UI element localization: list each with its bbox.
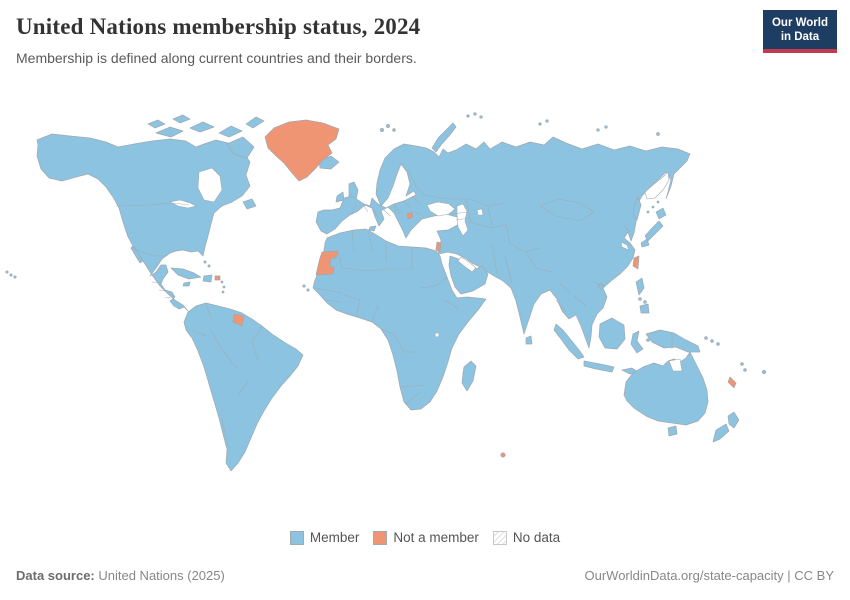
sea-aral (476, 208, 484, 216)
region-south-america[interactable] (183, 302, 304, 472)
region-new-zealand-south[interactable] (712, 423, 730, 443)
region-sri-lanka[interactable] (525, 335, 533, 345)
region-cuba[interactable] (170, 267, 202, 280)
legend-item-member[interactable]: Member (289, 530, 360, 545)
region-sulawesi[interactable] (630, 330, 644, 354)
region-novaya-zemlya[interactable] (431, 122, 457, 153)
region-north-america[interactable] (36, 133, 251, 312)
sea-hudson-bay (197, 167, 223, 203)
border-mongolia (539, 198, 595, 222)
sea-carpentaria (668, 358, 683, 372)
member-swatch-icon (289, 530, 304, 545)
sea-okhotsk (644, 171, 670, 200)
region-arctic-russian-islands[interactable] (466, 112, 660, 136)
page-subtitle: Membership is defined along current coun… (16, 50, 417, 66)
border-europe (351, 169, 425, 219)
region-borneo[interactable] (598, 317, 626, 350)
lake-victoria (434, 332, 440, 338)
region-java[interactable] (583, 360, 615, 373)
region-baffin-island[interactable] (226, 136, 255, 159)
region-french-guiana[interactable] (232, 313, 245, 327)
region-philippines-visayas[interactable] (638, 297, 647, 304)
region-arctic-islands[interactable] (147, 114, 243, 138)
region-western-sahara[interactable] (315, 250, 339, 276)
region-hawaii[interactable] (5, 270, 17, 279)
region-svalbard[interactable] (380, 124, 396, 132)
region-cape-verde-canaries[interactable] (302, 284, 310, 292)
region-japan-hokkaido[interactable] (655, 207, 667, 220)
owid-logo-line1: Our World (771, 17, 828, 29)
legend-item-not-member[interactable]: Not a member (373, 530, 479, 545)
region-sakhalin[interactable] (632, 196, 642, 221)
region-ellesmere[interactable] (245, 116, 265, 129)
region-philippines-mindanao[interactable] (639, 303, 650, 314)
region-bahamas[interactable] (203, 260, 211, 268)
not-members-layer (214, 119, 737, 458)
region-puerto-rico[interactable] (214, 275, 221, 281)
region-french-southern-territories[interactable] (500, 452, 506, 458)
sea-black-sea (426, 201, 456, 217)
not-member-swatch-icon (373, 530, 388, 545)
sea-great-lakes (169, 199, 197, 209)
region-sumatra[interactable] (553, 323, 585, 360)
region-lesser-antilles[interactable] (220, 280, 226, 294)
region-kosovo[interactable] (406, 211, 414, 220)
region-taiwan[interactable] (632, 255, 640, 270)
owid-logo-line2: in Data (780, 31, 820, 44)
border-asia (423, 194, 631, 313)
seas-layer (169, 167, 683, 372)
region-greenland[interactable] (264, 119, 340, 182)
region-tasmania[interactable] (667, 425, 678, 437)
region-new-guinea[interactable] (645, 329, 701, 353)
legend-label-member: Member (309, 530, 360, 545)
region-new-caledonia[interactable] (727, 376, 737, 389)
legend-item-no-data[interactable]: No data (492, 530, 561, 545)
region-kurils[interactable] (646, 200, 660, 214)
no-data-swatch-icon (492, 530, 507, 545)
owid-logo[interactable]: Our World in Data (762, 10, 837, 53)
region-japan-honshu[interactable] (644, 220, 664, 242)
region-fiji[interactable] (761, 369, 767, 375)
region-hispaniola[interactable] (202, 274, 213, 283)
region-sicily[interactable] (368, 225, 377, 232)
sea-persian-gulf (457, 256, 477, 273)
data-source-text: United Nations (2025) (94, 568, 225, 583)
region-japan-kyushu[interactable] (640, 238, 650, 248)
region-palestine[interactable] (435, 241, 442, 253)
region-australia[interactable] (623, 351, 709, 426)
members-layer (5, 112, 767, 472)
region-vanuatu[interactable] (740, 362, 747, 372)
region-solomons[interactable] (704, 336, 720, 346)
region-baja-california[interactable] (130, 245, 144, 264)
legend-label-no-data: No data (512, 530, 561, 545)
credit-link[interactable]: OurWorldinData.org/state-capacity | CC B… (584, 568, 834, 583)
region-jamaica[interactable] (182, 281, 191, 287)
sea-caspian (456, 203, 469, 237)
region-philippines-luzon[interactable] (635, 277, 645, 296)
region-hainan[interactable] (598, 283, 604, 289)
region-newfoundland[interactable] (242, 198, 257, 210)
region-africa[interactable] (312, 228, 487, 411)
legend: Member Not a member No data (0, 530, 850, 545)
footer: Data source: United Nations (2025) OurWo… (16, 568, 834, 583)
border-north-america (115, 202, 190, 299)
page-title: United Nations membership status, 2024 (16, 14, 421, 39)
region-new-zealand-north[interactable] (727, 411, 740, 429)
border-africa (315, 228, 459, 405)
data-source-label: Data source: (16, 568, 95, 583)
borders-layer (115, 169, 673, 447)
region-madagascar[interactable] (461, 360, 477, 392)
legend-label-not-member: Not a member (393, 530, 479, 545)
sea-bohai (620, 241, 630, 251)
data-source: Data source: United Nations (2025) (16, 568, 225, 583)
border-south-america (192, 303, 263, 447)
